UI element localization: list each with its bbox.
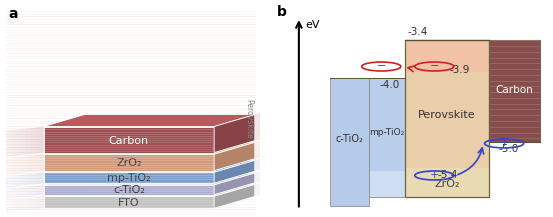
Polygon shape [44, 184, 255, 196]
Bar [369, 78, 405, 197]
Polygon shape [12, 199, 16, 212]
Polygon shape [12, 157, 16, 174]
Polygon shape [16, 199, 21, 211]
Polygon shape [21, 174, 25, 186]
Polygon shape [255, 135, 280, 159]
Polygon shape [25, 186, 30, 197]
Polygon shape [44, 173, 255, 185]
Polygon shape [12, 188, 16, 198]
Bar [369, 171, 405, 197]
Polygon shape [2, 176, 7, 188]
Polygon shape [7, 130, 12, 157]
Polygon shape [21, 128, 25, 155]
Polygon shape [25, 156, 30, 173]
Polygon shape [44, 154, 214, 171]
Text: +: + [430, 170, 439, 180]
Polygon shape [7, 188, 12, 199]
Text: +: + [499, 138, 509, 148]
Bar [405, 168, 489, 197]
Polygon shape [7, 176, 12, 187]
Text: −: − [377, 61, 386, 71]
Bar [405, 72, 489, 168]
Text: c-TiO₂: c-TiO₂ [335, 134, 363, 144]
Polygon shape [34, 197, 39, 209]
Polygon shape [34, 185, 39, 196]
Polygon shape [214, 142, 255, 171]
Polygon shape [255, 177, 280, 196]
Polygon shape [30, 155, 34, 172]
Polygon shape [44, 172, 214, 183]
Polygon shape [21, 156, 25, 173]
Text: -3.9: -3.9 [450, 65, 470, 75]
Polygon shape [25, 128, 30, 155]
Polygon shape [34, 173, 39, 184]
Polygon shape [12, 175, 16, 187]
Bar [330, 78, 369, 206]
Polygon shape [44, 142, 255, 154]
Polygon shape [44, 196, 214, 208]
Polygon shape [16, 157, 21, 174]
Polygon shape [30, 197, 34, 210]
Polygon shape [39, 185, 44, 195]
Text: Carbon: Carbon [495, 85, 534, 95]
Polygon shape [7, 158, 12, 175]
Text: -4.0: -4.0 [380, 80, 400, 90]
Text: c-TiO₂: c-TiO₂ [113, 185, 145, 195]
Polygon shape [255, 153, 280, 171]
Text: Carbon: Carbon [109, 136, 149, 146]
Polygon shape [255, 107, 280, 141]
Text: a: a [8, 7, 18, 21]
Polygon shape [255, 165, 280, 183]
Text: FTO: FTO [118, 198, 140, 208]
Bar [489, 39, 540, 142]
Polygon shape [2, 131, 7, 157]
Polygon shape [214, 173, 255, 195]
Polygon shape [214, 115, 255, 153]
Text: Perovskite: Perovskite [244, 99, 253, 139]
Polygon shape [2, 158, 7, 175]
Text: mp-TiO₂: mp-TiO₂ [107, 173, 151, 183]
Polygon shape [16, 187, 21, 198]
Text: b: b [276, 5, 286, 19]
Bar [405, 39, 489, 72]
Polygon shape [34, 155, 39, 172]
Text: eV: eV [306, 20, 320, 30]
Polygon shape [2, 189, 7, 199]
Polygon shape [2, 201, 7, 213]
Text: -5.0: -5.0 [499, 144, 519, 154]
Text: −: − [430, 61, 439, 71]
Text: ZrO₂: ZrO₂ [116, 158, 142, 168]
Polygon shape [21, 187, 25, 197]
Polygon shape [25, 174, 30, 185]
Polygon shape [44, 115, 255, 127]
Text: ZrO₂: ZrO₂ [434, 179, 460, 189]
Polygon shape [214, 160, 255, 183]
Polygon shape [12, 130, 16, 156]
Polygon shape [21, 198, 25, 211]
Text: -3.4: -3.4 [407, 27, 427, 37]
Polygon shape [39, 172, 44, 184]
Polygon shape [39, 196, 44, 209]
Polygon shape [30, 173, 34, 185]
Polygon shape [44, 127, 214, 153]
Polygon shape [16, 129, 21, 156]
Polygon shape [44, 185, 214, 195]
Polygon shape [39, 154, 44, 171]
Bar [369, 78, 405, 197]
Text: mp-TiO₂: mp-TiO₂ [369, 128, 404, 137]
Polygon shape [34, 127, 39, 154]
Polygon shape [44, 160, 255, 172]
Polygon shape [16, 175, 21, 186]
Polygon shape [39, 127, 44, 153]
Polygon shape [214, 184, 255, 208]
Text: -5.4: -5.4 [437, 170, 457, 180]
Bar [405, 39, 489, 197]
Polygon shape [25, 198, 30, 210]
Polygon shape [7, 200, 12, 212]
Polygon shape [30, 128, 34, 154]
Polygon shape [30, 186, 34, 196]
Text: Perovskite: Perovskite [418, 110, 476, 120]
